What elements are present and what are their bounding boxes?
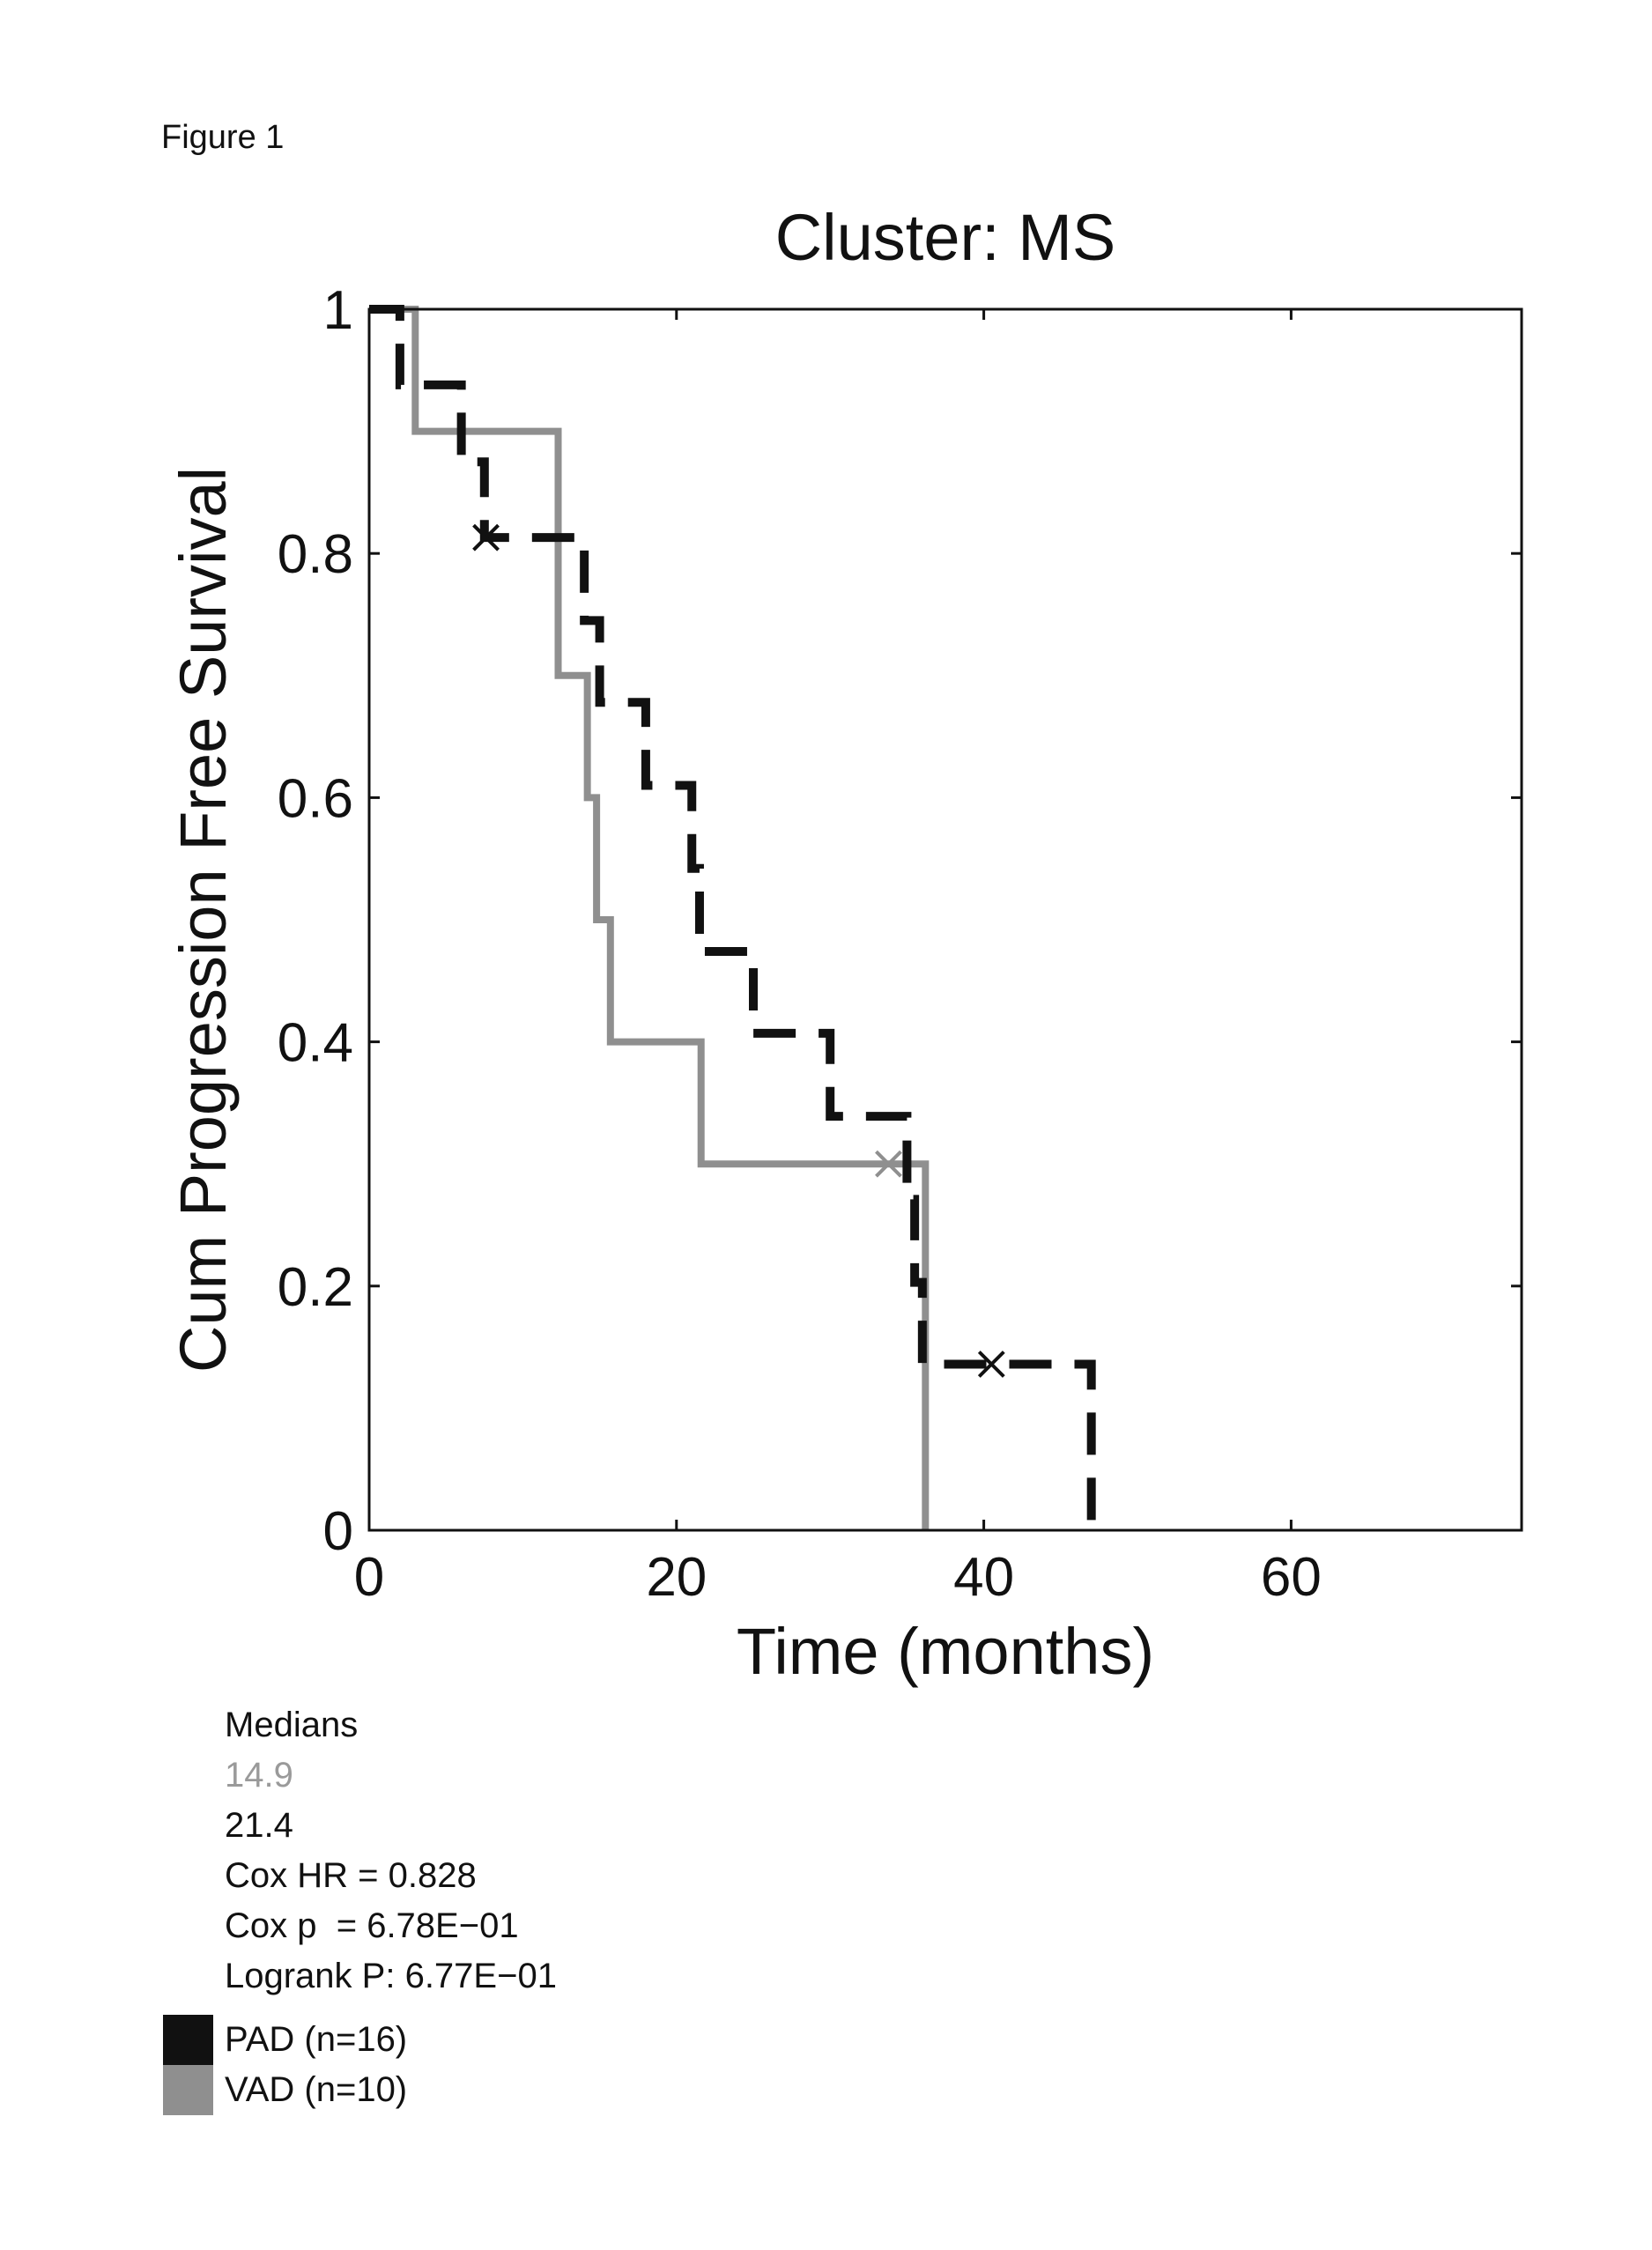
- legend-label-pad: PAD (n=16): [225, 2020, 407, 2060]
- y-tick-label: 0.4: [278, 1013, 353, 1074]
- x-tick-label: 60: [1261, 1547, 1322, 1608]
- series-line-vad: [369, 309, 925, 1530]
- stats-block: Medians 14.9 21.4 Cox HR = 0.828 Cox p =…: [225, 1700, 557, 2002]
- legend-swatch-vad: [163, 2065, 213, 2115]
- series-line-pad: [369, 309, 1092, 1530]
- cox-hr: Cox HR = 0.828: [225, 1851, 557, 1901]
- legend-item-vad: VAD (n=10): [163, 2065, 407, 2115]
- x-tick-label: 20: [646, 1547, 707, 1608]
- y-tick-label: 0: [323, 1501, 353, 1562]
- axis-ticks: 0 20 40 60 0 0.2 0.4 0.6 0.8 1: [278, 280, 1522, 1608]
- y-tick-label: 0.8: [278, 524, 353, 585]
- y-axis-label: Cum Progression Free Survival: [167, 467, 240, 1373]
- legend-label-vad: VAD (n=10): [225, 2070, 407, 2110]
- medians-heading: Medians: [225, 1700, 557, 1750]
- x-tick-label: 0: [354, 1547, 384, 1608]
- plot-frame: [369, 309, 1522, 1530]
- median-pad: 21.4: [225, 1801, 557, 1851]
- cox-p: Cox p = 6.78E−01: [225, 1901, 557, 1951]
- x-axis-label: Time (months): [737, 1615, 1154, 1688]
- median-vad: 14.9: [225, 1750, 557, 1801]
- y-tick-label: 0.6: [278, 768, 353, 829]
- y-tick-label: 0.2: [278, 1257, 353, 1318]
- survival-chart: Cluster: MS Cum Progression Free Surviva…: [0, 0, 1652, 1700]
- series-layer: [369, 309, 1092, 1530]
- legend-item-pad: PAD (n=16): [163, 2015, 407, 2065]
- logrank-p: Logrank P: 6.77E−01: [225, 1951, 557, 2002]
- legend: PAD (n=16) VAD (n=10): [163, 2015, 407, 2115]
- legend-swatch-pad: [163, 2015, 213, 2065]
- chart-title: Cluster: MS: [775, 201, 1116, 274]
- y-tick-label: 1: [323, 280, 353, 341]
- x-tick-label: 40: [953, 1547, 1014, 1608]
